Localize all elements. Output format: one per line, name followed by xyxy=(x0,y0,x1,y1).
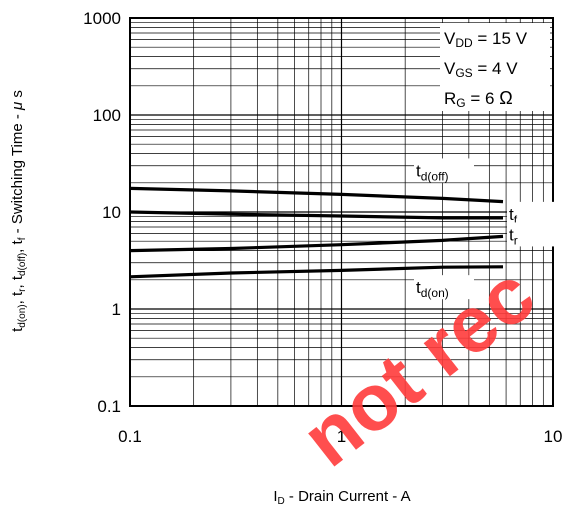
y-tick-label: 0.1 xyxy=(97,397,121,416)
x-axis-label: ID - Drain Current - A xyxy=(273,488,410,507)
y-tick-label: 1 xyxy=(112,300,121,319)
conditions-background xyxy=(440,23,550,111)
series-label-background xyxy=(414,158,474,183)
series-label-background xyxy=(414,275,474,300)
series-line-t-r xyxy=(129,234,504,253)
series-label-background xyxy=(506,222,566,247)
tick-labels: 0.1 1 10 1000 100 10 1 0.1 xyxy=(83,9,562,446)
series-label: td(off) xyxy=(416,161,449,183)
y-tick-label: 1000 xyxy=(83,9,121,28)
y-axis-label: td(on), tr, td(off), tf - Switching Time… xyxy=(9,90,28,332)
series-line-t-f xyxy=(129,210,503,220)
condition-label: VGS = 4 V xyxy=(444,59,518,80)
condition-label: RG = 6 Ω xyxy=(444,88,513,110)
series-line-t-d(on) xyxy=(129,265,504,279)
x-tick-label: 1 xyxy=(337,427,346,446)
series-label: tf xyxy=(509,205,518,227)
y-tick-label: 100 xyxy=(93,106,121,125)
test-conditions: VDD = 15 V VGS = 4 V RG = 6 Ω xyxy=(440,23,550,111)
series-label: tr xyxy=(509,225,518,247)
condition-label: VDD = 15 V xyxy=(444,29,528,50)
series-lines xyxy=(129,186,504,279)
series-line-t-d(off) xyxy=(129,186,504,204)
series-label-background xyxy=(506,201,566,226)
x-tick-label: 10 xyxy=(544,427,563,446)
series-label: td(on) xyxy=(416,278,449,300)
x-tick-label: 0.1 xyxy=(118,427,142,446)
y-tick-label: 10 xyxy=(102,203,121,222)
